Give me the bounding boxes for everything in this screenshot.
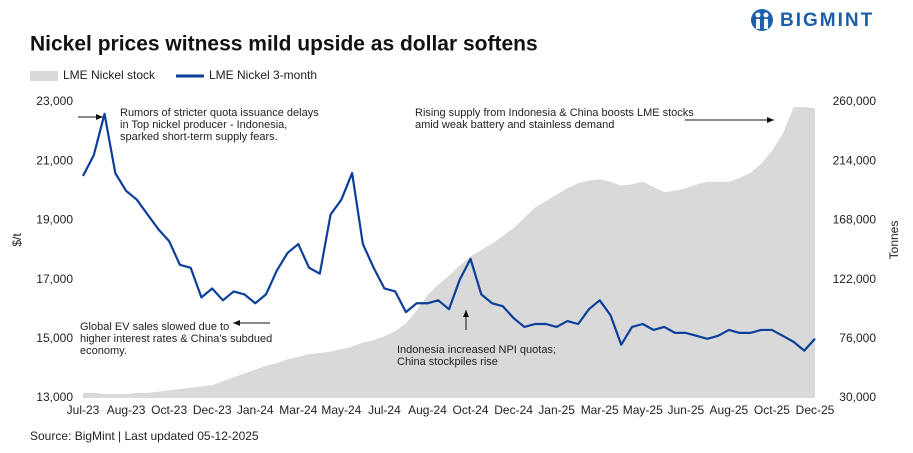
annotation-arrows <box>78 114 774 330</box>
y-tick-label: 23,000 <box>36 94 73 108</box>
x-tick-label: Jul-23 <box>67 403 100 417</box>
x-tick-label: Jul-24 <box>368 403 401 417</box>
price-line <box>82 112 816 352</box>
x-tick-label: Jun-25 <box>667 403 704 417</box>
annotation: higher interest rates & China's subdued <box>80 333 272 345</box>
legend-label: LME Nickel 3-month <box>209 68 317 82</box>
y2-tick-label: 122,000 <box>833 272 877 286</box>
x-tick-label: Mar-25 <box>581 403 619 417</box>
y-tick-label: 13,000 <box>36 390 73 404</box>
y2-tick-label: 260,000 <box>833 94 877 108</box>
y-tick-label: 21,000 <box>36 153 73 167</box>
x-tick-label: Mar-24 <box>279 403 317 417</box>
annotation: China stockpiles rise <box>397 356 498 368</box>
annotation: Global EV sales slowed due to <box>80 321 229 333</box>
annotation: sparked short-term supply fears. <box>120 131 278 143</box>
logo-icon <box>764 19 768 29</box>
x-tick-label: Dec-24 <box>494 403 533 417</box>
y2-tick-label: 30,000 <box>839 390 876 404</box>
logo-icon <box>756 19 760 29</box>
logo-icon <box>763 12 769 18</box>
annotation: Rumors of stricter quota issuance delays <box>120 107 319 119</box>
x-tick-label: Oct-25 <box>754 403 790 417</box>
annotation: in Top nickel producer - Indonesia, <box>120 119 287 131</box>
annotation: economy. <box>80 345 127 357</box>
x-tick-label: Dec-25 <box>796 403 835 417</box>
y2-tick-label: 76,000 <box>839 331 876 345</box>
x-tick-label: Dec-23 <box>193 403 232 417</box>
chart-title: Nickel prices witness mild upside as dol… <box>30 33 538 56</box>
annotation: Rising supply from Indonesia & China boo… <box>415 107 694 119</box>
logo-icon <box>755 12 761 18</box>
logo-icon <box>751 9 773 31</box>
x-tick-label: Jan-24 <box>237 403 274 417</box>
x-tick-label: Jan-25 <box>538 403 575 417</box>
x-tick-label: May-24 <box>321 403 361 417</box>
x-tick-label: Oct-23 <box>151 403 187 417</box>
annotation: Indonesia increased NPI quotas; <box>397 344 556 356</box>
legend-label: LME Nickel stock <box>63 68 156 82</box>
y-axis-title: $/t <box>10 233 24 247</box>
x-tick-label: Aug-24 <box>408 403 447 417</box>
y-tick-label: 15,000 <box>36 331 73 345</box>
y2-tick-label: 168,000 <box>833 213 877 227</box>
x-tick-label: Aug-23 <box>107 403 146 417</box>
y2-tick-label: 214,000 <box>833 153 877 167</box>
x-tick-label: May-25 <box>623 403 663 417</box>
legend-swatch <box>30 71 58 81</box>
source: Source: BigMint | Last updated 05-12-202… <box>30 429 259 443</box>
x-tick-label: Oct-24 <box>453 403 489 417</box>
brand: BIGMINT <box>780 10 874 31</box>
stock-area <box>83 107 815 398</box>
annotation: amid weak battery and stainless demand <box>415 119 614 131</box>
y-tick-label: 19,000 <box>36 213 73 227</box>
y-tick-label: 17,000 <box>36 272 73 286</box>
y2-axis-title: Tonnes <box>887 221 901 260</box>
x-tick-label: Aug-25 <box>710 403 749 417</box>
